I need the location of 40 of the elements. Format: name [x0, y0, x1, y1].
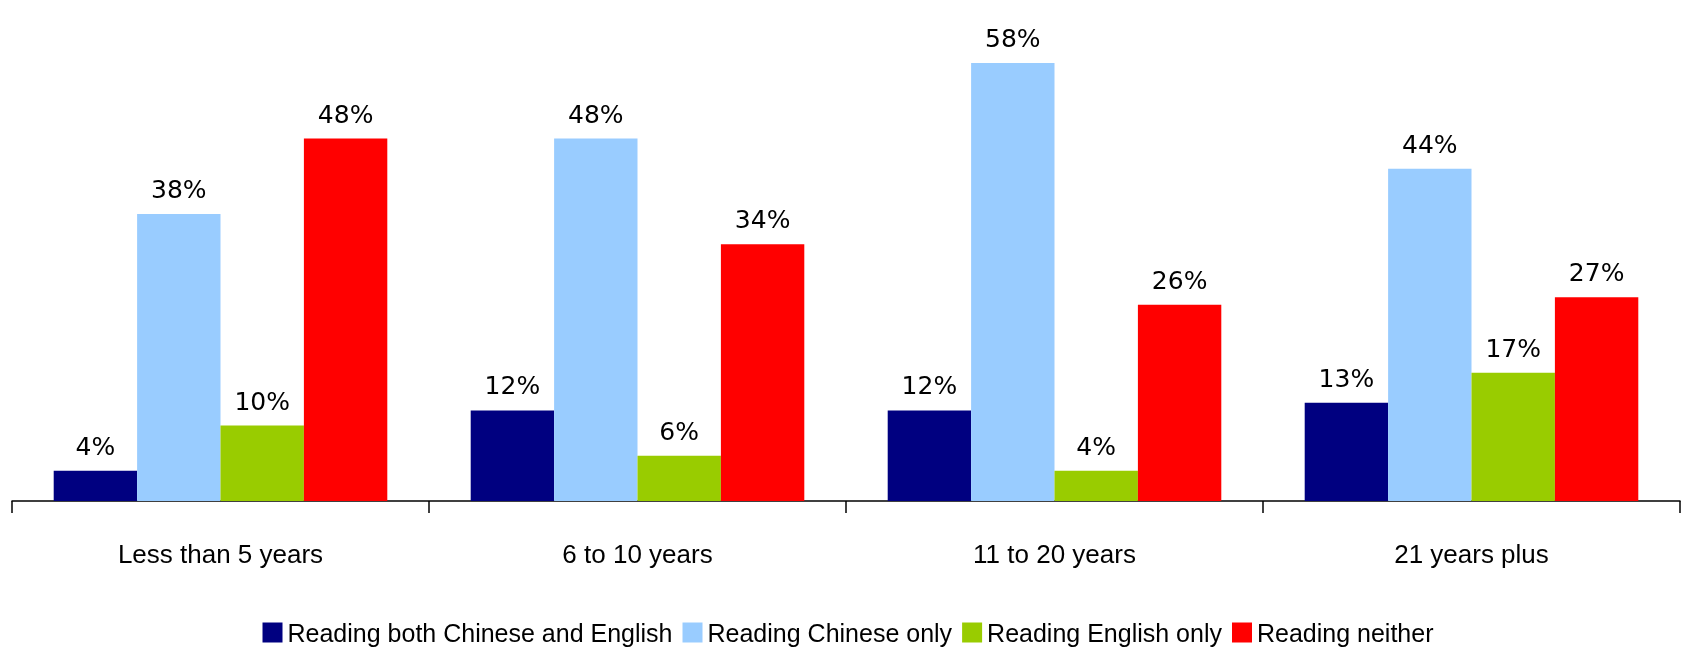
x-tick-label: 6 to 10 years: [562, 539, 713, 569]
bar: [137, 214, 221, 501]
legend-label: Reading neither: [1256, 618, 1434, 647]
bar: [53, 470, 138, 501]
data-label: 13%: [1318, 363, 1375, 393]
data-label: 12%: [901, 371, 958, 401]
bar: [887, 410, 972, 501]
bar: [1554, 297, 1639, 501]
legend-label: Reading both Chinese and English: [287, 618, 673, 647]
bar: [220, 425, 304, 501]
data-label: 10%: [234, 386, 290, 416]
bar: [1388, 168, 1472, 501]
bar: [971, 63, 1055, 501]
data-label: 4%: [75, 431, 116, 461]
data-label: 4%: [1076, 431, 1117, 461]
data-label: 58%: [985, 24, 1041, 54]
data-label: 48%: [568, 99, 624, 129]
x-tick-label: 21 years plus: [1394, 539, 1549, 569]
bar: [303, 138, 388, 501]
data-label: 12%: [484, 371, 541, 401]
x-tick-label: Less than 5 years: [117, 539, 324, 569]
bar: [1304, 402, 1389, 501]
bar: [637, 455, 721, 501]
data-label: 26%: [1151, 265, 1208, 295]
data-label: 38%: [151, 175, 207, 205]
data-label: 34%: [734, 205, 791, 235]
legend-label: Reading English only: [987, 618, 1223, 647]
data-label: 44%: [1402, 129, 1458, 159]
bar: [470, 410, 555, 501]
bar: [554, 138, 638, 501]
bar: [1471, 372, 1555, 501]
bar: [1054, 470, 1138, 501]
bar: [1137, 304, 1222, 501]
data-label: 6%: [659, 416, 700, 446]
bar: [720, 244, 805, 501]
data-label: 48%: [317, 99, 374, 129]
data-label: 27%: [1568, 258, 1625, 288]
data-label: 17%: [1485, 333, 1541, 363]
legend-label: Reading Chinese only: [707, 618, 953, 647]
x-tick-label: 11 to 20 years: [973, 539, 1136, 569]
